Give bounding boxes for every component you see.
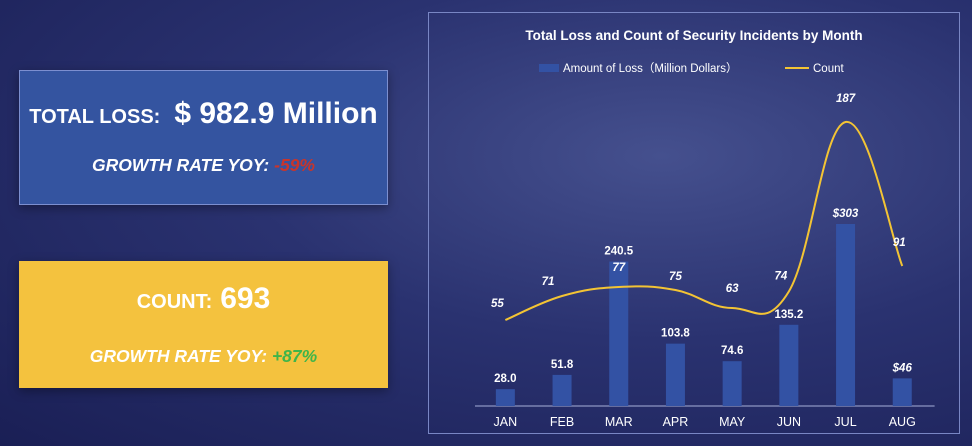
bar-label-may: 74.6	[721, 345, 743, 357]
x-tick-mar: MAR	[605, 415, 633, 429]
bar-label-jun: 135.2	[774, 309, 803, 321]
bar-label-apr: 103.8	[661, 328, 690, 340]
chart-title: Total Loss and Count of Security Inciden…	[525, 28, 863, 43]
bar-label-aug: $46	[892, 362, 913, 374]
total-loss-growth: GROWTH RATE YOY: -59%	[92, 155, 315, 176]
total-loss-value: $ 982.9 Million	[174, 97, 378, 130]
count-label-may: 63	[726, 283, 739, 295]
bar-label-jul: $303	[832, 208, 859, 220]
incidents-chart: 28.0 51.8 240.5 103.8 74.6 135.2 $303 $46 JAN FEB…	[475, 62, 935, 429]
count-label-jul: 187	[836, 93, 856, 105]
bar-label-feb: 51.8	[551, 359, 574, 371]
legend-bar-swatch	[539, 64, 559, 72]
bar-jul	[836, 224, 856, 406]
legend-line-label: Count	[813, 63, 844, 75]
bar-feb	[552, 374, 572, 406]
bar-may	[722, 361, 742, 406]
count-label-mar: 77	[612, 262, 625, 274]
count-growth: GROWTH RATE YOY: +87%	[90, 346, 317, 367]
x-tick-may: MAY	[719, 415, 746, 429]
total-loss-card: TOTAL LOSS: $ 982.9 Million GROWTH RATE …	[19, 70, 388, 205]
total-loss-label: TOTAL LOSS:	[29, 106, 161, 128]
chart-panel: Total Loss and Count of Security Inciden…	[428, 12, 960, 434]
x-tick-aug: AUG	[889, 415, 916, 429]
total-loss-growth-value: -59%	[274, 155, 315, 175]
count-label-apr: 75	[669, 271, 682, 283]
count-value: 693	[220, 282, 271, 315]
total-loss-growth-label: GROWTH RATE YOY:	[91, 155, 270, 175]
total-loss-main: TOTAL LOSS: $ 982.9 Million	[29, 97, 378, 131]
count-line	[504, 120, 904, 321]
bar-apr	[665, 343, 685, 406]
bar-label-mar: 240.5	[604, 246, 633, 258]
legend-bar-label: Amount of Loss（Million Dollars）	[563, 62, 737, 75]
x-tick-apr: APR	[663, 415, 689, 429]
bar-aug	[892, 378, 912, 406]
x-tick-jan: JAN	[494, 415, 518, 429]
count-label-jun: 74	[774, 271, 787, 283]
count-growth-label: GROWTH RATE YOY:	[89, 346, 268, 366]
count-label-jan: 55	[491, 298, 504, 310]
bar-mar	[609, 261, 629, 406]
count-label-feb: 71	[542, 276, 555, 288]
x-tick-jun: JUN	[777, 415, 801, 429]
bar-label-jan: 28.0	[494, 373, 516, 385]
x-tick-jul: JUL	[834, 415, 856, 429]
bar-jan	[495, 389, 515, 406]
count-label-aug: 91	[893, 237, 906, 249]
count-label: COUNT:	[136, 291, 213, 313]
count-card: COUNT: 693 GROWTH RATE YOY: +87%	[19, 261, 388, 388]
bar-jun	[779, 324, 799, 406]
count-main: COUNT: 693	[137, 282, 271, 316]
x-tick-feb: FEB	[550, 415, 574, 429]
count-growth-value: +87%	[271, 346, 318, 366]
